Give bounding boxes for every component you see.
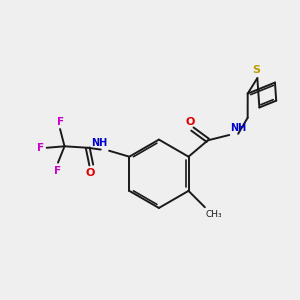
Text: F: F <box>37 143 44 153</box>
Text: S: S <box>252 64 260 75</box>
Text: CH₃: CH₃ <box>206 210 222 219</box>
Text: O: O <box>185 117 195 127</box>
Text: F: F <box>54 166 61 176</box>
Text: O: O <box>85 168 95 178</box>
Text: NH: NH <box>91 138 107 148</box>
Text: F: F <box>57 117 64 127</box>
Text: NH: NH <box>230 123 247 133</box>
